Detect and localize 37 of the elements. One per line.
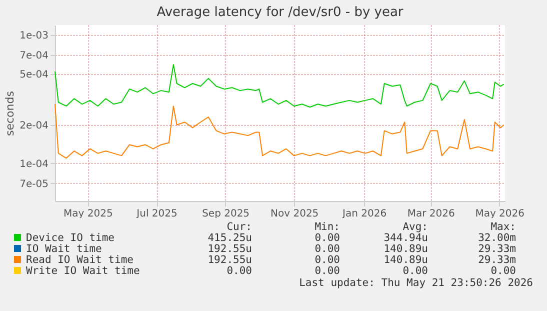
text: Avg: xyxy=(402,221,429,233)
chart-title: Average latency for /dev/sr0 - by year xyxy=(156,5,404,20)
y-tick-label: 5e-04 xyxy=(20,69,48,80)
y-tick-label: 2e-04 xyxy=(20,120,48,132)
text: Cur: xyxy=(226,221,253,233)
y-tick-label: 7e-05 xyxy=(20,178,48,190)
text: 0.00 xyxy=(314,243,341,255)
x-tick-label: Nov 2025 xyxy=(270,208,319,220)
text: 0.00 xyxy=(314,265,341,277)
y-tick-label: 7e-04 xyxy=(20,50,48,62)
text: Last update: Thu May 21 23:50:26 2026 xyxy=(298,277,534,289)
text: 192.55u xyxy=(206,243,253,255)
text: 140.89u xyxy=(382,243,429,255)
text: 29.33m xyxy=(477,254,517,266)
text: Max: xyxy=(490,221,517,233)
text: 140.89u xyxy=(382,254,429,266)
text: Min: xyxy=(314,221,341,233)
text: 415.25u xyxy=(206,232,253,244)
text: 0.00 xyxy=(402,265,429,277)
text: 0.00 xyxy=(490,265,517,277)
text: 0.00 xyxy=(314,232,341,244)
y-axis-title: seconds xyxy=(4,90,17,136)
text: 0.00 xyxy=(226,265,253,277)
line-series xyxy=(54,104,504,159)
text: 29.33m xyxy=(477,243,517,255)
legend-label: Read IO Wait time xyxy=(25,254,134,266)
x-tick-label: Mar 2026 xyxy=(407,208,455,220)
legend-label: IO Wait time xyxy=(25,243,103,255)
y-tick-label: 1e-03 xyxy=(20,30,48,42)
text: 32.00m xyxy=(477,232,517,244)
line-series xyxy=(54,64,504,108)
legend-label: Device IO time xyxy=(25,232,116,244)
legend-label: Write IO Wait time xyxy=(25,265,141,277)
text: 344.94u xyxy=(382,232,429,244)
text: 192.55u xyxy=(206,254,253,266)
text: 0.00 xyxy=(314,254,341,266)
y-tick-label: 1e-04 xyxy=(20,158,48,170)
